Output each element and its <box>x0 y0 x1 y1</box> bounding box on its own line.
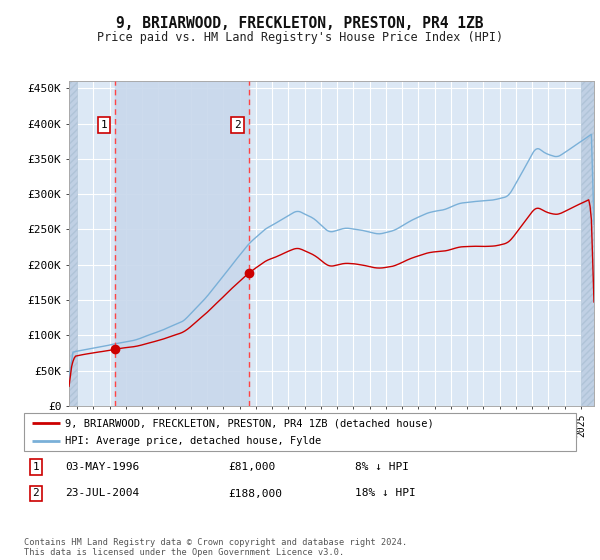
Text: 8% ↓ HPI: 8% ↓ HPI <box>355 462 409 472</box>
Text: Price paid vs. HM Land Registry's House Price Index (HPI): Price paid vs. HM Land Registry's House … <box>97 31 503 44</box>
Bar <box>115 81 249 406</box>
Bar <box>69 81 77 406</box>
Text: Contains HM Land Registry data © Crown copyright and database right 2024.
This d: Contains HM Land Registry data © Crown c… <box>24 538 407 557</box>
FancyBboxPatch shape <box>24 413 576 451</box>
Text: 1: 1 <box>32 462 39 472</box>
Text: 2: 2 <box>234 120 241 130</box>
Text: £188,000: £188,000 <box>228 488 282 498</box>
Text: 1: 1 <box>100 120 107 130</box>
Text: 23-JUL-2004: 23-JUL-2004 <box>65 488 140 498</box>
Text: 18% ↓ HPI: 18% ↓ HPI <box>355 488 416 498</box>
Bar <box>581 81 594 406</box>
Text: £81,000: £81,000 <box>228 462 275 472</box>
Text: HPI: Average price, detached house, Fylde: HPI: Average price, detached house, Fyld… <box>65 436 322 446</box>
Text: 9, BRIARWOOD, FRECKLETON, PRESTON, PR4 1ZB (detached house): 9, BRIARWOOD, FRECKLETON, PRESTON, PR4 1… <box>65 418 434 428</box>
Text: 03-MAY-1996: 03-MAY-1996 <box>65 462 140 472</box>
Text: 9, BRIARWOOD, FRECKLETON, PRESTON, PR4 1ZB: 9, BRIARWOOD, FRECKLETON, PRESTON, PR4 1… <box>116 16 484 31</box>
Text: 2: 2 <box>32 488 39 498</box>
